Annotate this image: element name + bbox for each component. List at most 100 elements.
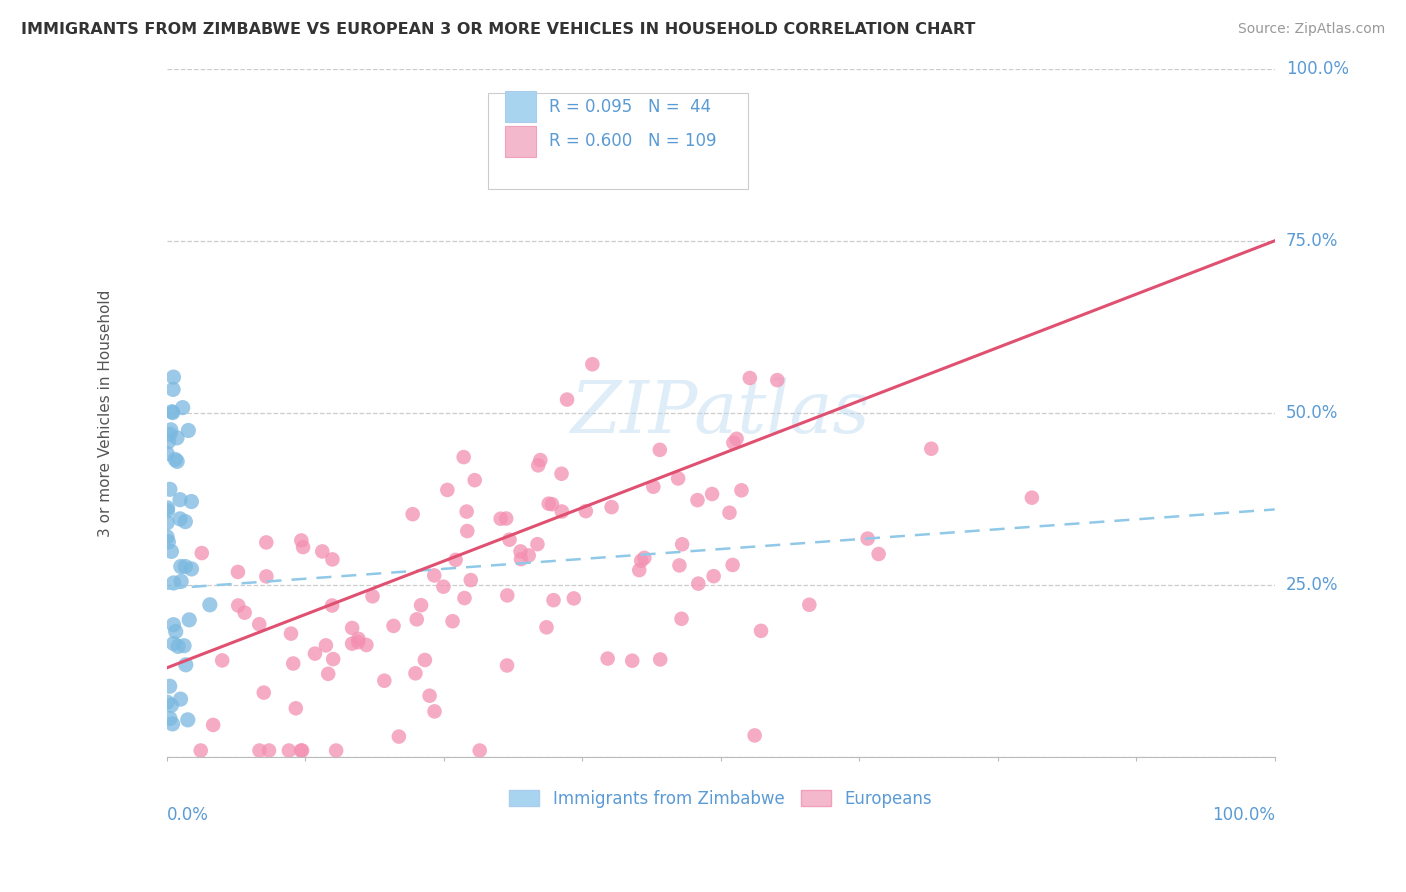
Point bbox=[347, 632, 370, 646]
Text: R = 0.095   N =  44: R = 0.095 N = 44 bbox=[548, 98, 711, 116]
Point bbox=[159, 483, 181, 497]
Point bbox=[162, 405, 184, 419]
Point bbox=[489, 512, 512, 526]
Point bbox=[173, 639, 195, 653]
Point bbox=[160, 544, 183, 558]
Point bbox=[211, 653, 233, 667]
Point bbox=[510, 552, 533, 566]
Point bbox=[453, 450, 475, 464]
FancyBboxPatch shape bbox=[505, 91, 536, 122]
Point bbox=[347, 635, 370, 649]
Point bbox=[253, 685, 276, 699]
Point bbox=[498, 533, 520, 547]
Point bbox=[247, 617, 270, 632]
Point bbox=[541, 497, 564, 511]
Text: R = 0.600   N = 109: R = 0.600 N = 109 bbox=[548, 132, 717, 150]
Point bbox=[162, 370, 184, 384]
Point bbox=[536, 620, 558, 634]
Text: 25.0%: 25.0% bbox=[1286, 576, 1339, 594]
Point bbox=[744, 728, 766, 742]
Point bbox=[166, 431, 188, 445]
Point bbox=[423, 568, 446, 582]
Point bbox=[456, 524, 478, 538]
Point bbox=[170, 559, 193, 574]
Point bbox=[321, 599, 343, 613]
Point bbox=[190, 743, 212, 757]
Point bbox=[464, 473, 486, 487]
Point bbox=[190, 546, 212, 560]
Point bbox=[799, 598, 821, 612]
Point bbox=[738, 371, 761, 385]
Point bbox=[668, 558, 690, 573]
Text: 50.0%: 50.0% bbox=[1286, 404, 1339, 422]
Point bbox=[174, 559, 197, 574]
FancyBboxPatch shape bbox=[505, 126, 536, 157]
Text: 3 or more Vehicles in Household: 3 or more Vehicles in Household bbox=[98, 289, 114, 537]
Point bbox=[650, 652, 672, 666]
Point bbox=[388, 730, 411, 744]
Point bbox=[382, 619, 405, 633]
Point bbox=[537, 497, 560, 511]
Point bbox=[688, 576, 710, 591]
Point bbox=[284, 701, 307, 715]
Point bbox=[340, 637, 363, 651]
Point bbox=[172, 401, 194, 415]
Point bbox=[156, 500, 179, 515]
Point bbox=[179, 613, 201, 627]
Point bbox=[766, 373, 789, 387]
Point bbox=[643, 480, 665, 494]
Point bbox=[160, 698, 183, 713]
Point bbox=[361, 590, 384, 604]
Point bbox=[340, 621, 363, 635]
Point bbox=[436, 483, 458, 497]
Point bbox=[725, 432, 748, 446]
Point bbox=[290, 533, 312, 548]
Point bbox=[920, 442, 942, 456]
Point bbox=[292, 540, 315, 554]
Point bbox=[529, 453, 551, 467]
Point bbox=[402, 507, 425, 521]
Point bbox=[277, 743, 299, 757]
Point bbox=[156, 516, 179, 530]
Point bbox=[444, 553, 467, 567]
Point bbox=[671, 537, 693, 551]
Point bbox=[156, 503, 179, 517]
Point bbox=[596, 651, 619, 665]
Point bbox=[162, 637, 184, 651]
Point bbox=[721, 558, 744, 572]
Point bbox=[249, 743, 271, 757]
Point bbox=[686, 493, 709, 508]
Point bbox=[495, 511, 517, 525]
Point bbox=[180, 494, 202, 508]
Point bbox=[453, 591, 475, 605]
Point bbox=[409, 598, 432, 612]
Point bbox=[160, 405, 183, 419]
Point bbox=[527, 458, 550, 473]
Point bbox=[404, 666, 426, 681]
Legend: Immigrants from Zimbabwe, Europeans: Immigrants from Zimbabwe, Europeans bbox=[503, 783, 939, 814]
Point bbox=[162, 383, 184, 397]
Point bbox=[157, 534, 180, 549]
Point bbox=[621, 654, 644, 668]
Point bbox=[419, 689, 441, 703]
Point bbox=[562, 591, 585, 606]
FancyBboxPatch shape bbox=[488, 93, 748, 189]
Point bbox=[666, 471, 689, 485]
Point bbox=[166, 454, 188, 468]
Point bbox=[1021, 491, 1043, 505]
Point bbox=[180, 562, 202, 576]
Point bbox=[162, 576, 184, 591]
Point bbox=[280, 626, 302, 640]
Point bbox=[290, 743, 312, 757]
Point bbox=[373, 673, 395, 688]
Point bbox=[198, 598, 221, 612]
Text: Source: ZipAtlas.com: Source: ZipAtlas.com bbox=[1237, 22, 1385, 37]
Point bbox=[550, 467, 572, 481]
Point bbox=[170, 574, 193, 589]
Point bbox=[648, 442, 671, 457]
Point bbox=[174, 515, 197, 529]
Point bbox=[174, 657, 197, 672]
Point bbox=[283, 657, 305, 671]
Point bbox=[325, 743, 347, 757]
Point bbox=[226, 565, 249, 579]
